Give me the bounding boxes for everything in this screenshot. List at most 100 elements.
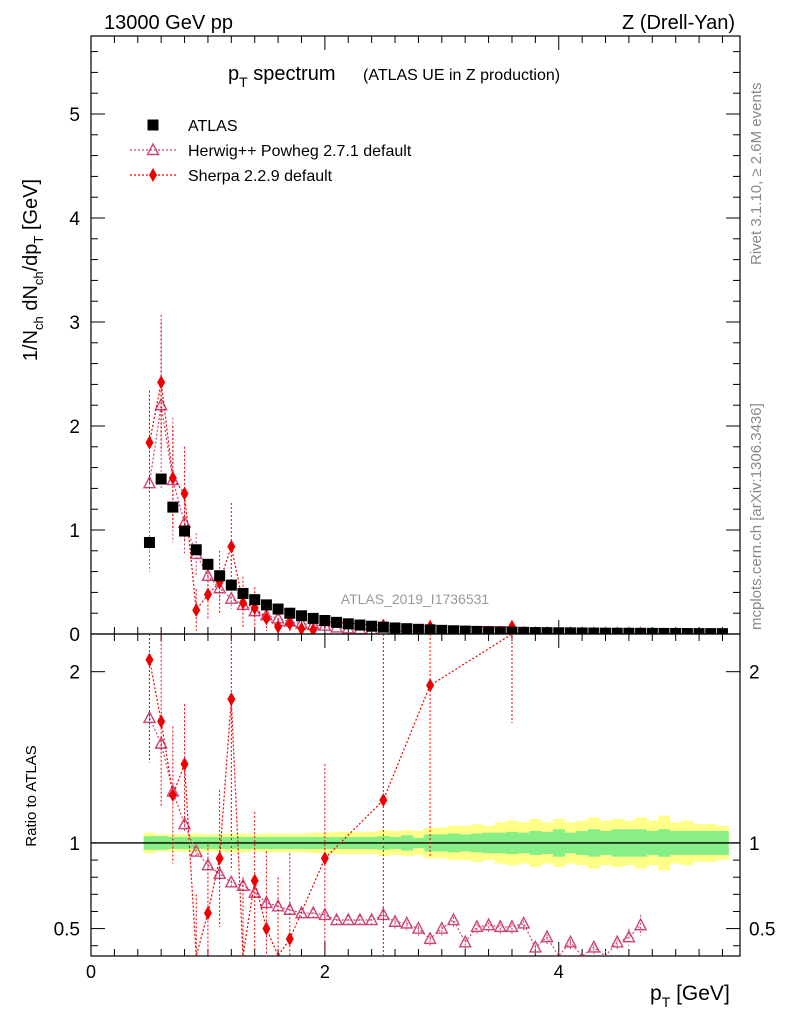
data-point-square xyxy=(600,627,612,634)
data-point-diamond xyxy=(227,539,236,554)
data-point-diamond xyxy=(297,621,306,634)
data-point-triangle xyxy=(353,912,367,926)
data-point-diamond xyxy=(239,595,248,610)
data-point-diamond xyxy=(274,619,283,634)
data-point-square xyxy=(412,623,424,634)
data-point-triangle xyxy=(528,939,543,953)
mcplots-label: mcplots.cern.ch [arXiv:1306.3436] xyxy=(748,403,765,630)
data-point-diamond xyxy=(320,851,329,866)
data-point-square xyxy=(471,625,483,634)
ratio-y-tick-label-right: 2 xyxy=(749,663,760,684)
data-point-triangle xyxy=(622,929,636,943)
data-point-square xyxy=(611,627,623,634)
data-point-triangle xyxy=(146,142,160,156)
data-point-square xyxy=(225,579,237,591)
data-point-diamond xyxy=(285,931,294,946)
data-point-triangle xyxy=(505,919,519,933)
data-point-triangle xyxy=(259,895,274,909)
data-point-diamond xyxy=(262,921,271,936)
x-tick-label: 2 xyxy=(320,962,330,982)
ratio-panel: 0 2 4 0.5 0.5 1 1 2 2 xyxy=(54,633,775,982)
data-point-square xyxy=(564,627,576,634)
svg-text:1/Nch dNch/dpT [GeV]: 1/Nch dNch/dpT [GeV] xyxy=(20,179,46,361)
data-point-square xyxy=(295,610,307,622)
series-line xyxy=(148,405,641,634)
header-process: Z (Drell-Yan) xyxy=(622,12,735,34)
legend-label: ATLAS xyxy=(188,118,238,135)
data-point-triangle xyxy=(470,919,484,933)
ratio-frame xyxy=(90,633,741,957)
data-point-triangle xyxy=(458,934,472,948)
y-tick-label: 5 xyxy=(69,105,80,126)
data-point-triangle xyxy=(400,915,414,929)
data-point-square xyxy=(623,627,635,634)
data-point-diamond xyxy=(203,906,212,921)
data-point-square xyxy=(635,627,647,634)
y-tick-label: 0 xyxy=(69,625,80,646)
data-point-square xyxy=(576,627,588,634)
analysis-label: ATLAS_2019_I1736531 xyxy=(341,591,490,607)
legend-item: Herwig++ Powheg 2.7.1 default xyxy=(130,142,412,160)
data-point-square xyxy=(436,624,448,634)
data-point-square xyxy=(307,612,319,624)
data-point-square xyxy=(494,626,506,634)
series-line xyxy=(148,717,642,956)
data-point-triangle xyxy=(540,929,554,943)
data-point-square xyxy=(529,627,541,634)
data-point-diamond xyxy=(157,375,166,390)
data-point-square xyxy=(588,627,600,634)
data-point-square xyxy=(658,627,670,634)
data-point-square xyxy=(693,628,705,634)
title-sub: T xyxy=(239,74,248,90)
y-tick-label: 4 xyxy=(69,209,80,230)
rivet-label: Rivet 3.1.10, ≥ 2.6M events xyxy=(748,83,765,266)
title-note: (ATLAS UE in Z production) xyxy=(363,67,560,84)
data-point-triangle xyxy=(329,912,344,926)
data-point-triangle xyxy=(364,912,379,926)
legend-item: ATLAS xyxy=(147,118,238,135)
data-point-square xyxy=(681,628,693,634)
data-point-triangle xyxy=(154,397,168,411)
main-title: pT spectrum (ATLAS UE in Z production) xyxy=(228,63,560,90)
data-point-diamond xyxy=(227,692,236,707)
data-point-triangle xyxy=(411,921,426,934)
ratio-y-axis-label: Ratio to ATLAS xyxy=(23,745,40,846)
title-main: p xyxy=(228,63,239,85)
data-point-square xyxy=(483,626,495,634)
data-point-square xyxy=(342,618,354,630)
data-point-square xyxy=(284,607,296,619)
svg-text:pT [GeV]: pT [GeV] xyxy=(650,982,730,1010)
data-point-triangle xyxy=(224,591,238,604)
data-point-square xyxy=(249,594,261,606)
data-point-triangle xyxy=(423,931,437,945)
data-point-square xyxy=(553,627,565,634)
data-point-square xyxy=(448,625,460,634)
legend: ATLAS Herwig++ Powheg 2.7.1 default Sherpa… xyxy=(130,118,412,185)
data-point-diamond xyxy=(203,587,212,602)
data-point-square xyxy=(155,473,167,485)
data-point-square xyxy=(143,536,155,548)
ratio-y-tick-label-right: 0.5 xyxy=(749,920,775,941)
title-after: spectrum xyxy=(248,63,336,85)
data-point-square xyxy=(401,623,413,634)
data-point-square xyxy=(424,624,436,634)
x-axis-label: pT [GeV] xyxy=(650,982,730,1010)
ratio-y-tick-label: 1 xyxy=(69,834,80,855)
header-energy: 13000 GeV pp xyxy=(104,12,233,34)
data-point-diamond xyxy=(309,622,318,634)
data-point-triangle xyxy=(481,917,496,931)
data-point-square xyxy=(272,603,284,615)
data-point-triangle xyxy=(341,912,355,926)
data-point-triangle xyxy=(633,917,648,931)
ratio-y-tick-label: 2 xyxy=(69,663,80,684)
legend-item: Sherpa 2.2.9 default xyxy=(130,168,333,185)
main-panel: 0 1 2 3 4 5 ATLAS Herwig++ Powheg 2.7.1 default… xyxy=(69,35,741,646)
series-sherpa-2-2-9-default xyxy=(145,314,516,634)
data-point-triangle xyxy=(294,905,309,919)
data-point-diamond xyxy=(215,851,224,866)
data-point-diamond xyxy=(145,435,154,450)
data-point-square xyxy=(331,616,343,628)
x-tick-label: 0 xyxy=(86,962,96,982)
data-point-square xyxy=(147,119,159,131)
